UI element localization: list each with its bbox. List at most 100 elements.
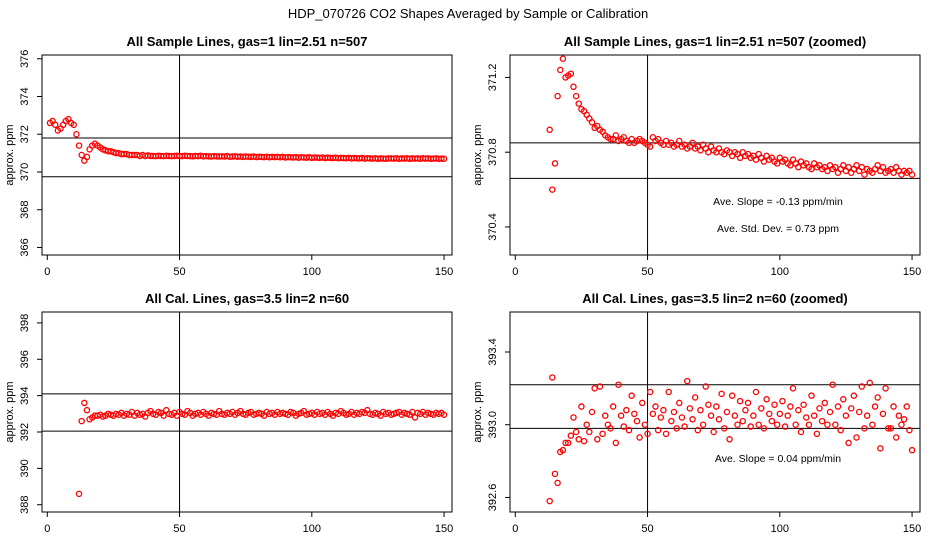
data-point — [845, 439, 852, 447]
data-point — [607, 425, 614, 432]
data-point — [742, 406, 749, 414]
y-tick-label: 390 — [19, 459, 31, 477]
y-tick-label: 388 — [19, 496, 31, 514]
x-tick-label: 100 — [771, 523, 789, 535]
data-point — [554, 479, 561, 487]
data-point — [676, 137, 683, 145]
data-point — [549, 374, 556, 381]
y-tick-label: 368 — [19, 201, 31, 219]
data-point — [853, 434, 860, 441]
chart-panel-1: All Sample Lines, gas=1 lin=2.51 n=507 0 5… — [4, 34, 453, 278]
data-point — [570, 414, 577, 421]
data-point — [633, 417, 641, 425]
data-point — [612, 132, 620, 139]
data-point — [787, 403, 794, 410]
data-point — [559, 446, 567, 454]
data-point — [572, 428, 580, 436]
data-point — [795, 163, 802, 171]
data-point — [75, 490, 83, 498]
data-point — [832, 163, 839, 171]
data-point — [805, 421, 813, 428]
chart-panel-3: All Cal. Lines, gas=3.5 lin=2 n=60 0 50 100… — [4, 291, 453, 535]
data-point — [562, 439, 569, 447]
data-point — [900, 416, 908, 423]
data-point — [646, 388, 654, 396]
data-point — [861, 425, 868, 432]
data-point — [795, 406, 802, 414]
data-point — [792, 421, 799, 428]
data-point — [728, 392, 736, 399]
data-point — [683, 377, 691, 385]
data-point — [858, 383, 866, 390]
data-point — [665, 388, 672, 396]
y-tick-label: 392 — [19, 423, 31, 441]
plot-frame — [509, 54, 921, 256]
data-point — [758, 405, 765, 412]
data-point — [879, 163, 887, 171]
data-point — [887, 425, 895, 432]
y-tick-label: 396 — [19, 350, 31, 368]
data-point — [567, 70, 575, 77]
plot-frame — [41, 54, 453, 256]
data-point — [75, 142, 83, 149]
data-point — [752, 388, 760, 396]
data-point — [908, 446, 916, 454]
data-point — [678, 414, 686, 421]
data-point — [885, 425, 892, 432]
data-point — [763, 396, 770, 403]
data-point — [821, 399, 829, 407]
data-point — [588, 119, 596, 126]
chart-panel-4: All Cal. Lines, gas=3.5 lin=2 n=60 (zoom… — [472, 291, 921, 535]
data-point — [866, 379, 873, 387]
y-tick-label: 374 — [19, 87, 31, 105]
data-point — [739, 417, 747, 425]
data-point — [83, 406, 91, 414]
data-point — [694, 426, 702, 434]
data-point — [736, 397, 744, 405]
data-point — [697, 147, 704, 154]
data-point — [818, 417, 826, 425]
data-point — [858, 163, 866, 171]
data-point — [615, 381, 622, 388]
y-axis-label: approx. ppm — [472, 381, 484, 442]
data-point — [596, 383, 604, 390]
data-point — [840, 162, 847, 169]
data-point — [713, 403, 720, 410]
data-point — [861, 171, 868, 178]
data-point — [837, 426, 844, 434]
data-point — [908, 171, 916, 178]
data-point — [594, 436, 601, 443]
data-point — [803, 414, 810, 421]
data-point — [723, 408, 731, 416]
data-point — [549, 186, 556, 193]
data-point — [773, 421, 781, 428]
data-point — [676, 399, 683, 407]
y-tick-label: 372 — [19, 125, 31, 143]
data-point — [623, 406, 630, 414]
data-point — [631, 410, 638, 418]
data-point — [668, 417, 675, 425]
data-point — [673, 425, 680, 432]
x-tick-label: 150 — [903, 523, 921, 535]
data-point — [586, 428, 593, 436]
data-point — [599, 430, 606, 438]
data-point — [705, 148, 712, 156]
data-point — [660, 406, 667, 414]
data-point — [842, 412, 850, 419]
data-point — [808, 165, 815, 173]
y-tick-label: 370 — [19, 163, 31, 181]
data-point — [707, 412, 715, 419]
data-point — [440, 411, 448, 418]
data-point — [808, 392, 815, 399]
x-tick-label: 0 — [44, 266, 50, 278]
data-point — [572, 92, 580, 100]
y-axis-label: approx. ppm — [4, 381, 16, 442]
data-point — [551, 470, 559, 478]
data-point — [70, 121, 77, 129]
page-title: HDP_070726 CO2 Shapes Averaged by Sample… — [287, 6, 649, 21]
data-point — [620, 423, 627, 430]
y-tick-label: 393.0 — [487, 411, 499, 439]
data-point — [863, 412, 871, 419]
data-point — [617, 412, 625, 419]
y-tick-label: 394 — [19, 386, 31, 404]
